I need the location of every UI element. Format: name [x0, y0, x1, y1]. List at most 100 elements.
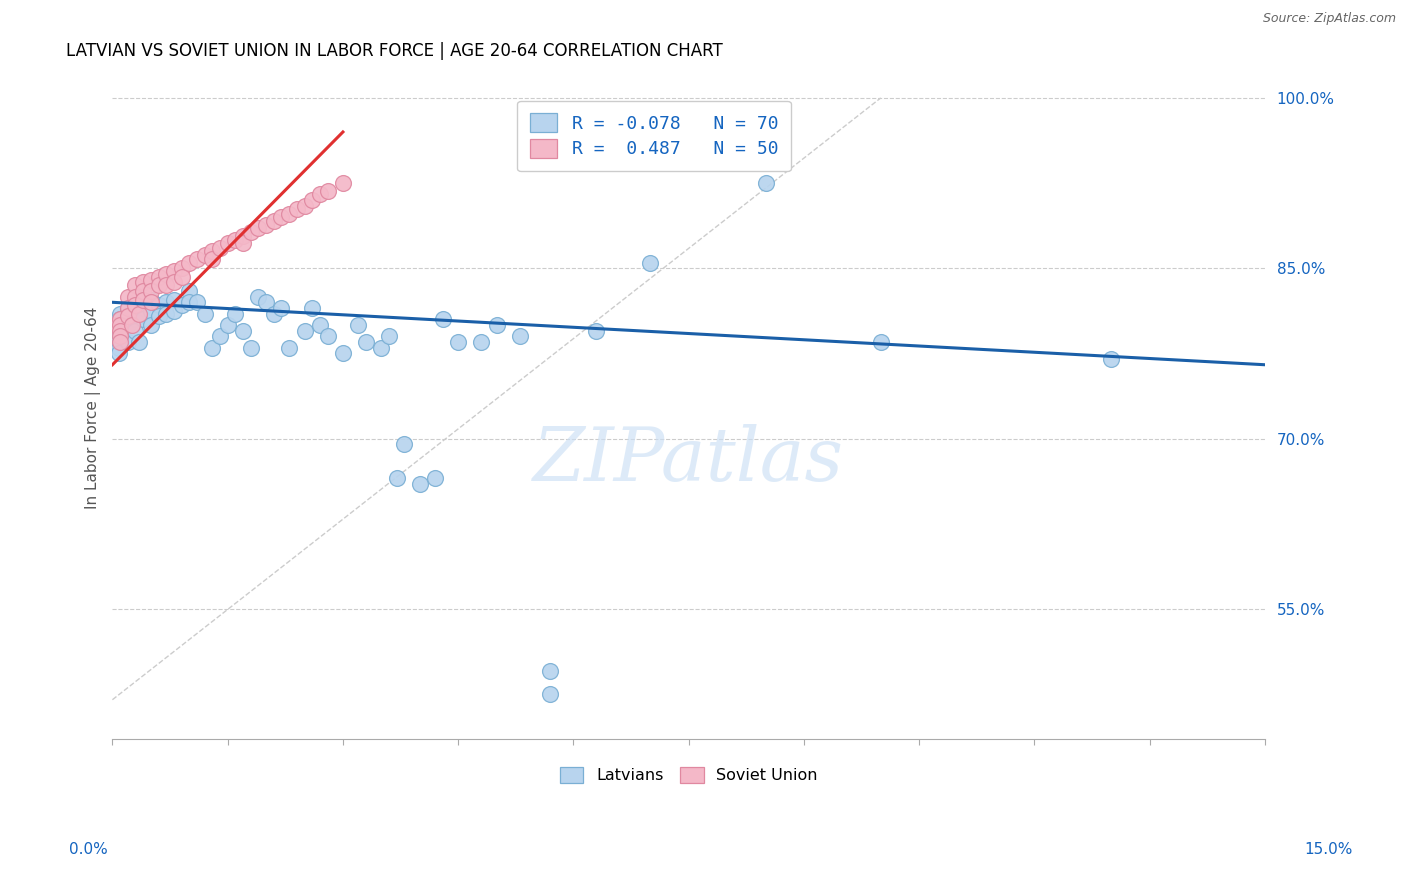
Point [254, 295, 277, 310]
Point [132, 312, 155, 326]
Point [124, 290, 146, 304]
Point [423, 471, 446, 485]
Point [432, 312, 454, 326]
Point [385, 471, 408, 485]
Point [128, 307, 150, 321]
Point [316, 184, 339, 198]
Point [163, 275, 186, 289]
Point [128, 334, 150, 349]
Point [139, 295, 162, 310]
Point [316, 329, 339, 343]
Point [208, 241, 231, 255]
Text: 0.0%: 0.0% [69, 842, 108, 856]
Point [194, 247, 217, 261]
Point [270, 210, 292, 224]
Point [117, 318, 139, 332]
Point [309, 318, 332, 332]
Point [108, 329, 131, 343]
Point [378, 329, 401, 343]
Point [201, 244, 224, 259]
Point [108, 312, 131, 326]
Point [179, 295, 201, 310]
Point [132, 293, 155, 307]
Point [186, 295, 208, 310]
Point [394, 437, 416, 451]
Point [179, 255, 201, 269]
Point [108, 324, 131, 338]
Point [107, 346, 129, 360]
Point [754, 176, 776, 190]
Point [117, 334, 139, 349]
Point [194, 307, 217, 321]
Point [124, 324, 146, 338]
Point [105, 318, 128, 332]
Point [1099, 352, 1122, 367]
Point [217, 318, 239, 332]
Point [139, 272, 162, 286]
Point [139, 304, 162, 318]
Point [148, 297, 170, 311]
Text: LATVIAN VS SOVIET UNION IN LABOR FORCE | AGE 20-64 CORRELATION CHART: LATVIAN VS SOVIET UNION IN LABOR FORCE |… [66, 42, 723, 60]
Point [254, 218, 277, 232]
Point [112, 318, 135, 332]
Point [232, 236, 254, 251]
Text: 15.0%: 15.0% [1305, 842, 1353, 856]
Point [117, 301, 139, 315]
Legend: Latvians, Soviet Union: Latvians, Soviet Union [548, 756, 830, 795]
Point [301, 193, 323, 207]
Point [239, 225, 262, 239]
Point [163, 263, 186, 277]
Point [163, 293, 186, 307]
Point [108, 334, 131, 349]
Point [208, 329, 231, 343]
Point [332, 346, 354, 360]
Point [132, 290, 155, 304]
Text: Source: ZipAtlas.com: Source: ZipAtlas.com [1263, 12, 1396, 25]
Point [117, 309, 139, 323]
Point [294, 199, 316, 213]
Point [148, 309, 170, 323]
Point [347, 318, 370, 332]
Point [247, 221, 270, 235]
Point [232, 324, 254, 338]
Point [217, 236, 239, 251]
Point [108, 312, 131, 326]
Point [538, 687, 561, 701]
Point [124, 278, 146, 293]
Point [447, 334, 470, 349]
Point [294, 324, 316, 338]
Point [485, 318, 508, 332]
Point [108, 324, 131, 338]
Point [201, 341, 224, 355]
Point [148, 270, 170, 285]
Point [155, 278, 177, 293]
Point [170, 261, 193, 276]
Point [186, 252, 208, 267]
Point [332, 176, 354, 190]
Point [301, 301, 323, 315]
Point [263, 307, 285, 321]
Point [155, 267, 177, 281]
Point [148, 278, 170, 293]
Point [139, 318, 162, 332]
Point [309, 187, 332, 202]
Point [117, 290, 139, 304]
Point [470, 334, 492, 349]
Point [108, 318, 131, 332]
Point [201, 252, 224, 267]
Point [179, 284, 201, 298]
Point [285, 202, 308, 217]
Point [117, 309, 139, 323]
Point [585, 324, 607, 338]
Point [139, 284, 162, 298]
Point [124, 297, 146, 311]
Point [263, 213, 285, 227]
Point [132, 301, 155, 315]
Point [108, 334, 131, 349]
Point [139, 293, 162, 307]
Point [278, 207, 301, 221]
Point [124, 312, 146, 326]
Point [509, 329, 531, 343]
Point [224, 233, 246, 247]
Point [270, 301, 292, 315]
